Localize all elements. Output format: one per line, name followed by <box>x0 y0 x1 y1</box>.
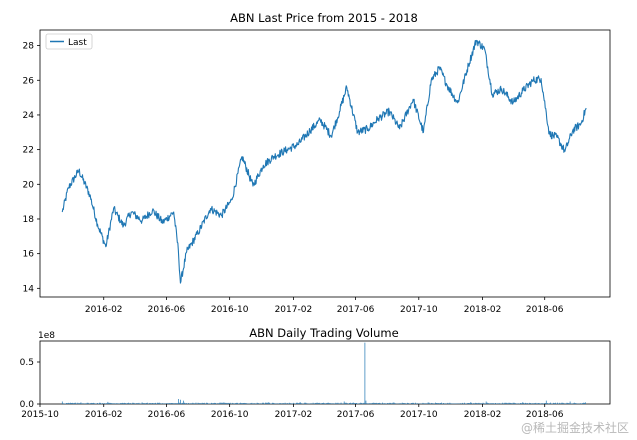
price-x-tick-label: 2018-02 <box>464 305 502 315</box>
price-x-tick-label: 2018-06 <box>526 305 564 315</box>
volume-x-tick-label: 2017-06 <box>337 410 375 420</box>
watermark: @稀土掘金技术社区 <box>520 421 629 435</box>
volume-x-axis: 2015-10 2016-02 2016-06 2016-10 2017-02 2017-… <box>21 404 564 420</box>
price-x-axis: 2016-02 2016-06 2016-10 2017-02 2017-06 2017-… <box>85 297 564 315</box>
volume-x-tick-label: 2015-10 <box>21 410 59 420</box>
price-chart: ABN Last Price from 2015 - 2018 14 16 18 20… <box>23 11 611 315</box>
legend-box <box>45 33 93 50</box>
price-series-line <box>61 39 587 284</box>
price-y-tick-label: 18 <box>23 215 35 225</box>
volume-x-tick-label: 2017-10 <box>400 410 438 420</box>
volume-x-tick-label: 2018-02 <box>464 410 502 420</box>
price-y-tick-label: 26 <box>23 76 35 86</box>
volume-plot-area <box>39 340 611 405</box>
volume-x-tick-label: 2016-10 <box>211 410 249 420</box>
volume-bars <box>61 342 587 404</box>
price-y-tick-label: 24 <box>23 111 35 121</box>
price-y-tick-label: 20 <box>23 180 35 190</box>
price-x-tick-label: 2017-06 <box>337 305 375 315</box>
price-x-tick-label: 2016-06 <box>148 305 186 315</box>
price-x-tick-label: 2016-10 <box>211 305 249 315</box>
price-plot-area <box>39 29 611 298</box>
price-chart-title: ABN Last Price from 2015 - 2018 <box>230 11 418 25</box>
price-y-tick-label: 16 <box>23 250 35 260</box>
legend: Last <box>45 33 93 50</box>
price-y-tick-label: 22 <box>23 146 34 156</box>
volume-x-tick-label: 2016-06 <box>148 410 186 420</box>
price-x-tick-label: 2016-02 <box>85 305 123 315</box>
volume-x-tick-label: 2017-02 <box>275 410 313 420</box>
volume-x-tick-label: 2018-06 <box>526 410 564 420</box>
volume-y-offset-label: 1e8 <box>38 331 55 341</box>
volume-chart-title: ABN Daily Trading Volume <box>249 326 398 340</box>
price-y-tick-label: 14 <box>23 284 35 294</box>
volume-x-tick-label: 2016-02 <box>85 410 123 420</box>
volume-chart: ABN Daily Trading Volume 1e8 0.0 0.5 2015… <box>20 326 611 420</box>
volume-y-tick-label: 0.0 <box>20 400 35 410</box>
volume-y-axis: 0.0 0.5 <box>20 358 40 410</box>
price-y-tick-label: 28 <box>23 42 35 52</box>
volume-y-tick-label: 0.5 <box>20 358 34 368</box>
legend-label-last: Last <box>68 38 87 48</box>
price-x-tick-label: 2017-10 <box>400 305 438 315</box>
price-y-axis: 14 16 18 20 22 24 26 28 <box>23 42 40 294</box>
price-x-tick-label: 2017-02 <box>275 305 313 315</box>
